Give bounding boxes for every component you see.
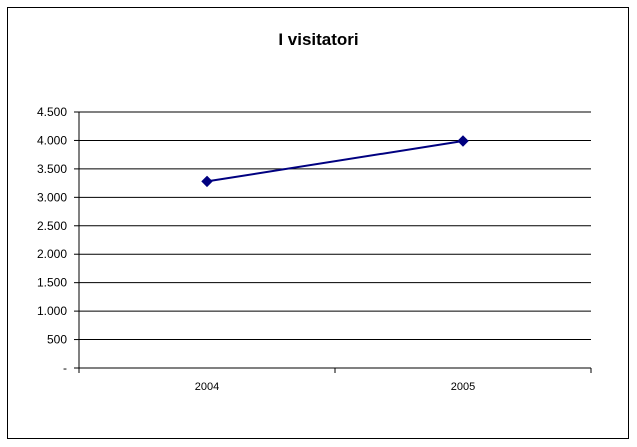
x-tick-labels: 2004 2005 (195, 381, 475, 393)
series-group (202, 136, 468, 186)
gridlines (79, 112, 591, 340)
data-point-marker (458, 136, 468, 146)
axes (74, 112, 591, 373)
y-tick-labels: - 500 1.000 1.500 2.000 2.500 3.000 3.500 4.000 4… (37, 105, 67, 375)
data-point-marker (202, 176, 212, 186)
x-tick-label: 2005 (451, 381, 475, 393)
x-tick-label: 2004 (195, 381, 219, 393)
y-tick-label: - (63, 361, 67, 375)
y-tick-label: 1.000 (37, 304, 67, 318)
y-tick-label: 3.000 (37, 190, 67, 204)
y-tick-label: 3.500 (37, 162, 67, 176)
y-tick-label: 2.000 (37, 247, 67, 261)
y-tick-label: 500 (47, 333, 67, 347)
y-tick-label: 4.000 (37, 133, 67, 147)
y-tick-label: 1.500 (37, 276, 67, 290)
series-line (207, 141, 463, 181)
y-tick-label: 4.500 (37, 105, 67, 119)
y-tick-label: 2.500 (37, 219, 67, 233)
